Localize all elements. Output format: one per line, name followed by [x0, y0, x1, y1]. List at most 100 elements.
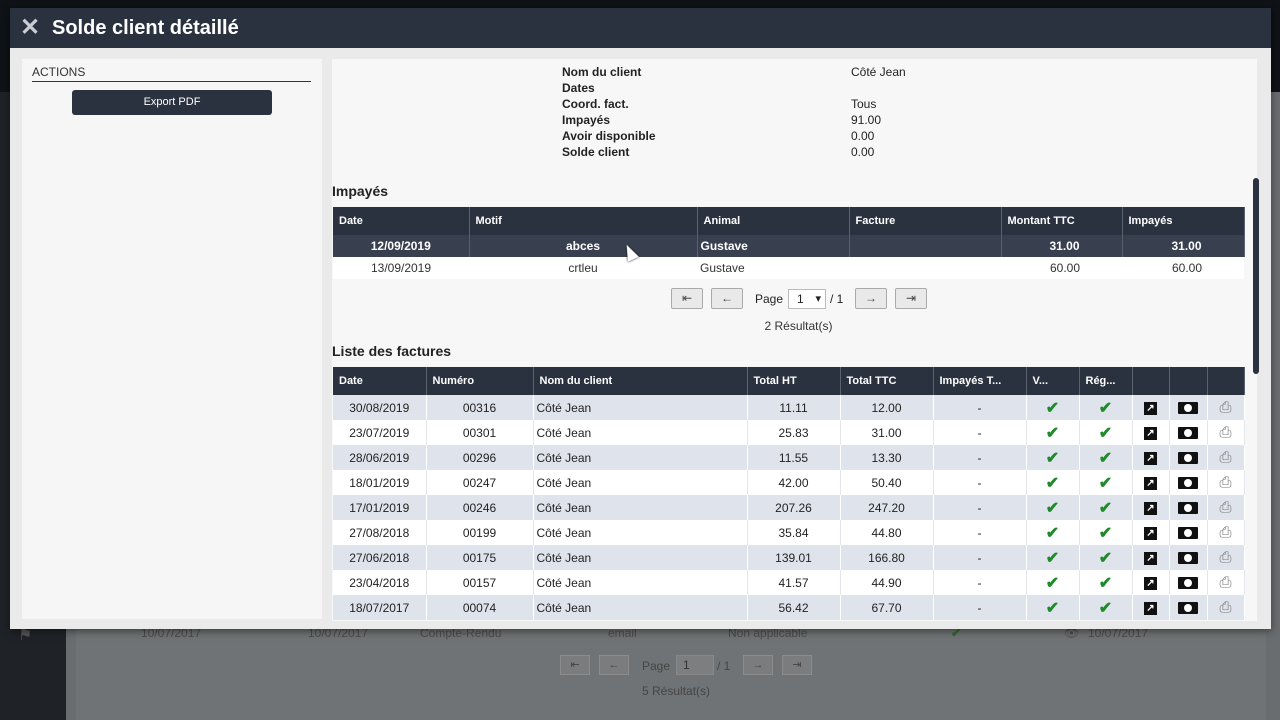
cell-date: 12/09/2019 [333, 235, 470, 257]
cell-total-ttc: 50.40 [840, 470, 934, 495]
check-icon-cell: ✔ [1026, 420, 1080, 445]
print-icon-cell: ⎙ [1207, 395, 1245, 420]
table-row[interactable]: 23/07/2019 00301 Côté Jean 25.83 31.00- ✔ ✔ ↗ ⎙ [333, 420, 1245, 445]
scrollbar[interactable] [1253, 178, 1259, 374]
flag-icon: ⚑ [18, 627, 33, 644]
column-header[interactable]: Animal [697, 207, 850, 235]
next-page-button[interactable]: → [855, 288, 887, 309]
open-icon[interactable]: ↗ [1144, 552, 1157, 565]
check-icon-cell: ✔ [1026, 595, 1080, 620]
table-row[interactable]: 27/08/2018 00199 Côté Jean 35.84 44.80- ✔ ✔ ↗ ⎙ [333, 520, 1245, 545]
column-header[interactable]: V... [1026, 367, 1080, 395]
actions-panel: ACTIONS Export PDF [22, 59, 322, 619]
table-row[interactable]: 30/08/2019 00316 Côté Jean 11.11 12.00- ✔ ✔ ↗ ⎙ [333, 395, 1245, 420]
payment-icon[interactable] [1178, 502, 1198, 515]
column-header[interactable]: Date [333, 207, 470, 235]
next-page-button: → [743, 655, 773, 675]
page-select[interactable]: 1 [788, 289, 826, 309]
table-row[interactable]: 18/07/2017 00074 Côté Jean 56.42 67.70- ✔ ✔ ↗ ⎙ [333, 595, 1245, 620]
column-header[interactable]: Nom du client [533, 367, 748, 395]
table-row[interactable]: 17/01/2019 00246 Côté Jean 207.26 247.20- ✔ ✔ ↗… [333, 495, 1245, 520]
column-header[interactable]: Motif [469, 207, 698, 235]
print-icon-cell: ⎙ [1207, 520, 1245, 545]
open-icon[interactable]: ↗ [1144, 577, 1157, 590]
last-page-button: ⇥ [782, 655, 812, 675]
payment-icon[interactable] [1178, 602, 1198, 615]
print-icon[interactable]: ⎙ [1219, 574, 1232, 591]
payment-icon[interactable] [1178, 477, 1198, 490]
modal-header: ✕ Solde client détaillé [10, 8, 1271, 48]
cell-date: 28/06/2019 [333, 445, 427, 470]
column-header[interactable]: Total TTC [840, 367, 934, 395]
print-icon[interactable]: ⎙ [1219, 474, 1232, 491]
table-row[interactable]: 27/06/2018 00175 Côté Jean 139.01 166.80- ✔ ✔ ↗… [333, 545, 1245, 570]
check-icon-cell: ✔ [1079, 470, 1133, 495]
column-header[interactable]: Impayés T... [933, 367, 1027, 395]
cell-unpaid: - [933, 445, 1027, 470]
check-icon-cell: ✔ [1026, 470, 1080, 495]
table-row[interactable]: 12/09/2019 abces Gustave 31.00 31.00 [333, 235, 1245, 257]
table-row[interactable]: 18/01/2019 00247 Côté Jean 42.00 50.40- ✔ ✔ ↗ ⎙ [333, 470, 1245, 495]
payment-icon[interactable] [1178, 402, 1198, 415]
print-icon[interactable]: ⎙ [1219, 449, 1232, 466]
open-icon[interactable]: ↗ [1144, 427, 1157, 440]
open-icon[interactable]: ↗ [1144, 402, 1157, 415]
print-icon[interactable]: ⎙ [1219, 399, 1232, 416]
payment-icon[interactable] [1178, 577, 1198, 590]
bg-cell: 10/07/2017 [1088, 626, 1149, 640]
cell-number: 00175 [426, 545, 534, 570]
open-icon[interactable]: ↗ [1144, 502, 1157, 515]
cell-motif: crtleu [469, 257, 697, 279]
summary-row: Nom du client Côté Jean [562, 65, 1162, 81]
prev-page-button[interactable]: ← [711, 288, 743, 309]
print-icon[interactable]: ⎙ [1219, 524, 1232, 541]
open-icon[interactable]: ↗ [1144, 477, 1157, 490]
cell-number: 00246 [426, 495, 534, 520]
close-icon[interactable]: ✕ [20, 14, 41, 41]
cell-total-ht: 35.84 [747, 520, 841, 545]
payment-icon-cell [1169, 470, 1208, 495]
cell-number: 00301 [426, 420, 534, 445]
payment-icon[interactable] [1178, 427, 1198, 440]
column-header[interactable]: Facture [849, 207, 1002, 235]
print-icon[interactable]: ⎙ [1219, 549, 1232, 566]
first-page-button[interactable]: ⇤ [671, 288, 703, 309]
column-header[interactable]: Rég... [1079, 367, 1133, 395]
summary-label: Nom du client [562, 65, 642, 79]
payment-icon[interactable] [1178, 552, 1198, 565]
last-page-button[interactable]: ⇥ [895, 288, 927, 309]
payment-icon[interactable] [1178, 527, 1198, 540]
check-icon-cell: ✔ [1079, 420, 1133, 445]
column-header[interactable]: Numéro [426, 367, 534, 395]
check-icon-cell: ✔ [1079, 520, 1133, 545]
open-icon[interactable]: ↗ [1144, 527, 1157, 540]
summary-value: 0.00 [851, 129, 875, 143]
print-icon[interactable]: ⎙ [1219, 499, 1232, 516]
column-header[interactable]: Impayés [1122, 207, 1245, 235]
bg-cell: Non applicable [728, 626, 808, 640]
table-row[interactable]: 23/04/2018 00157 Côté Jean 41.57 44.90- ✔ ✔ ↗ ⎙ [333, 570, 1245, 595]
cell-total-ttc: 67.70 [840, 595, 934, 620]
check-icon: ✔ [1098, 399, 1113, 417]
payment-icon[interactable] [1178, 452, 1198, 465]
export-pdf-button[interactable]: Export PDF [72, 90, 272, 115]
column-header[interactable]: Date [333, 367, 427, 395]
table-row[interactable]: 28/06/2019 00296 Côté Jean 11.55 13.30- ✔ ✔ ↗ ⎙ [333, 445, 1245, 470]
check-icon-cell: ✔ [1026, 520, 1080, 545]
open-icon-cell: ↗ [1132, 445, 1170, 470]
check-icon-cell: ✔ [1079, 495, 1133, 520]
print-icon[interactable]: ⎙ [1219, 424, 1232, 441]
open-icon-cell: ↗ [1132, 470, 1170, 495]
cell-animal: Gustave [697, 257, 849, 279]
column-header[interactable]: Total HT [747, 367, 841, 395]
print-icon-cell: ⎙ [1207, 470, 1245, 495]
details-content[interactable]: Nom du client Côté Jean Dates Coord. fact… [332, 59, 1257, 621]
check-icon: ✔ [1045, 524, 1060, 542]
summary-value: 91.00 [851, 113, 882, 127]
print-icon[interactable]: ⎙ [1219, 599, 1232, 616]
column-header[interactable]: Montant TTC [1001, 207, 1123, 235]
open-icon[interactable]: ↗ [1144, 602, 1157, 615]
check-icon-cell: ✔ [1026, 545, 1080, 570]
open-icon[interactable]: ↗ [1144, 452, 1157, 465]
table-row[interactable]: 13/09/2019 crtleu Gustave 60.00 60.00 [333, 257, 1244, 279]
